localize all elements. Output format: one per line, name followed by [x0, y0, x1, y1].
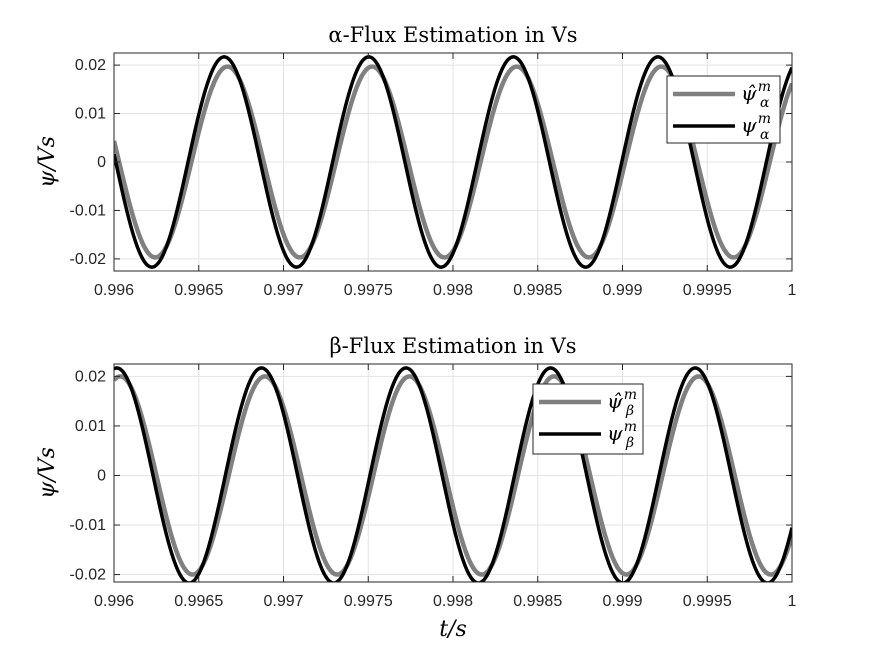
x-tick-label: 0.9975	[344, 593, 393, 610]
x-tick-label: 0.9965	[174, 593, 223, 610]
x-tick-label: 0.9985	[513, 282, 562, 299]
legend: ψ̂m βψm β	[532, 383, 644, 455]
chart-title: β-Flux Estimation in Vs	[329, 334, 576, 358]
x-tick-label: 0.9965	[174, 282, 223, 299]
y-tick-label: 0.02	[75, 57, 106, 74]
x-tick-label: 0.998	[433, 282, 473, 299]
y-axis-label: ψ/Vs	[35, 447, 60, 499]
x-tick-label: 0.998	[433, 593, 473, 610]
x-tick-label: 0.999	[602, 282, 642, 299]
x-tick-label: 0.996	[94, 282, 134, 299]
x-tick-label: 0.997	[263, 593, 303, 610]
legend-box	[666, 75, 781, 144]
x-tick-label: 1	[788, 593, 797, 610]
y-tick-label: 0	[97, 154, 106, 171]
chart-title: α-Flux Estimation in Vs	[328, 23, 577, 47]
y-tick-label: 0.01	[75, 418, 106, 435]
legend-label: ψm α	[741, 111, 771, 143]
y-tick-label: -0.02	[70, 567, 107, 584]
y-tick-label: -0.01	[70, 517, 107, 534]
legend-label: ψm β	[607, 419, 637, 451]
chart-2: 0.996 0.9965 0.997 0.9975 0.998 0.9985 0.999 0.…	[35, 334, 797, 642]
x-tick-label: 0.9995	[683, 593, 732, 610]
y-tick-label: -0.02	[70, 251, 107, 268]
x-axis-label: t/s	[439, 617, 467, 642]
x-tick-label: 0.9975	[344, 282, 393, 299]
y-tick-label: -0.01	[70, 202, 107, 219]
y-tick-label: 0	[97, 467, 106, 484]
y-tick-label: 0.02	[75, 368, 106, 385]
legend-box	[532, 383, 644, 455]
legend-label: ψ̂m α	[741, 79, 771, 111]
chart-1: 0.996 0.9965 0.997 0.9975 0.998 0.9985 0.999 0.…	[35, 23, 797, 299]
x-tick-label: 0.9995	[683, 282, 732, 299]
x-tick-label: 0.999	[602, 593, 642, 610]
series-line-1	[114, 374, 792, 577]
series-line-2	[114, 366, 792, 582]
legend-label: ψ̂m β	[607, 387, 637, 419]
x-tick-label: 0.997	[263, 282, 303, 299]
x-tick-label: 0.996	[94, 593, 134, 610]
y-axis-label: ψ/Vs	[35, 136, 60, 188]
legend: ψ̂m αψm α	[666, 75, 781, 144]
x-tick-label: 1	[788, 282, 797, 299]
x-tick-label: 0.9985	[513, 593, 562, 610]
y-tick-label: 0.01	[75, 106, 106, 123]
